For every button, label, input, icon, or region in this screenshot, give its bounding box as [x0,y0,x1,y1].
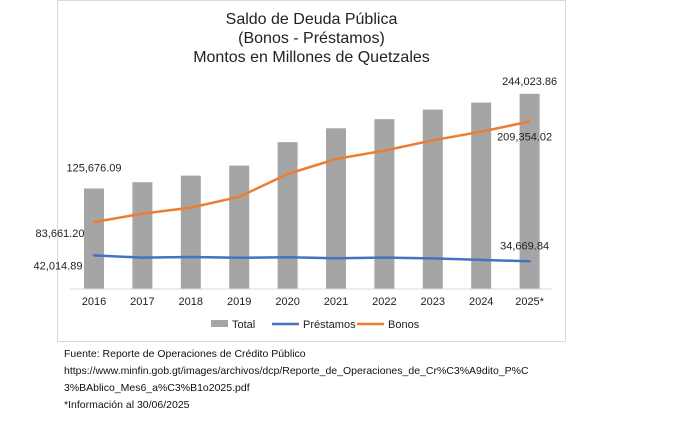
data-label-bonos-2016: 83,661.20 [36,228,85,240]
chart-title-line-3: Montos en Millones de Quetzales [193,49,430,66]
x-tick-label-2018: 2018 [179,296,203,308]
bar-total-2021 [326,128,346,289]
notes: Fuente: Reporte de Operaciones de Crédit… [64,346,574,414]
bar-total-2017 [132,182,153,289]
series-line-prstamos [92,254,531,263]
legend-swatch-total [211,320,228,327]
x-tick-label-2025*: 2025* [515,296,544,308]
bar-total-2022 [374,119,395,289]
x-tick-label-2019: 2019 [227,296,251,308]
bar-total-2020 [277,142,298,289]
bar-total-2024 [471,102,492,289]
bar-total-2025* [519,93,540,289]
data-label-prstamos-2016: 42,014.89 [34,260,83,272]
x-tick-label-2016: 2016 [82,296,106,308]
legend-label-total: Total [232,319,255,331]
series-line-bonos [92,120,531,224]
source-url-line-2[interactable]: 3%BAblico_Mes6_a%C3%B1o2025.pdf [64,382,250,394]
bar-total-2016 [84,188,104,289]
x-tick-label-2023: 2023 [421,296,445,308]
bar-total-2023 [422,109,443,289]
chart-title-line-2: (Bonos - Préstamos) [238,30,385,47]
x-tick-label-2017: 2017 [130,296,154,308]
x-tick-label-2022: 2022 [372,296,396,308]
source-url-line-1[interactable]: https://www.minfin.gob.gt/images/archivo… [64,365,529,377]
x-tick-label-2020: 2020 [275,296,299,308]
bar-total-2018 [180,175,201,289]
data-label-bonos-2025*: 209,354.02 [497,132,552,144]
legend-label-bonos: Bonos [388,319,420,331]
x-tick-label-2021: 2021 [324,296,348,308]
chart-title: Saldo de Deuda Pública (Bonos - Préstamo… [57,10,566,67]
bar-total-2019 [229,165,250,289]
x-tick-label-2024: 2024 [469,296,493,308]
chart-title-line-1: Saldo de Deuda Pública [225,11,398,28]
source-note: Fuente: Reporte de Operaciones de Crédit… [64,348,306,360]
data-label-total-2025*: 244,023.86 [502,76,557,88]
data-label-prstamos-2025*: 34,669.84 [500,240,549,252]
legend-label-prstamos: Préstamos [303,319,356,331]
data-label-total-2016: 125,676.09 [66,162,121,174]
footnote: *Información al 30/06/2025 [64,399,190,411]
